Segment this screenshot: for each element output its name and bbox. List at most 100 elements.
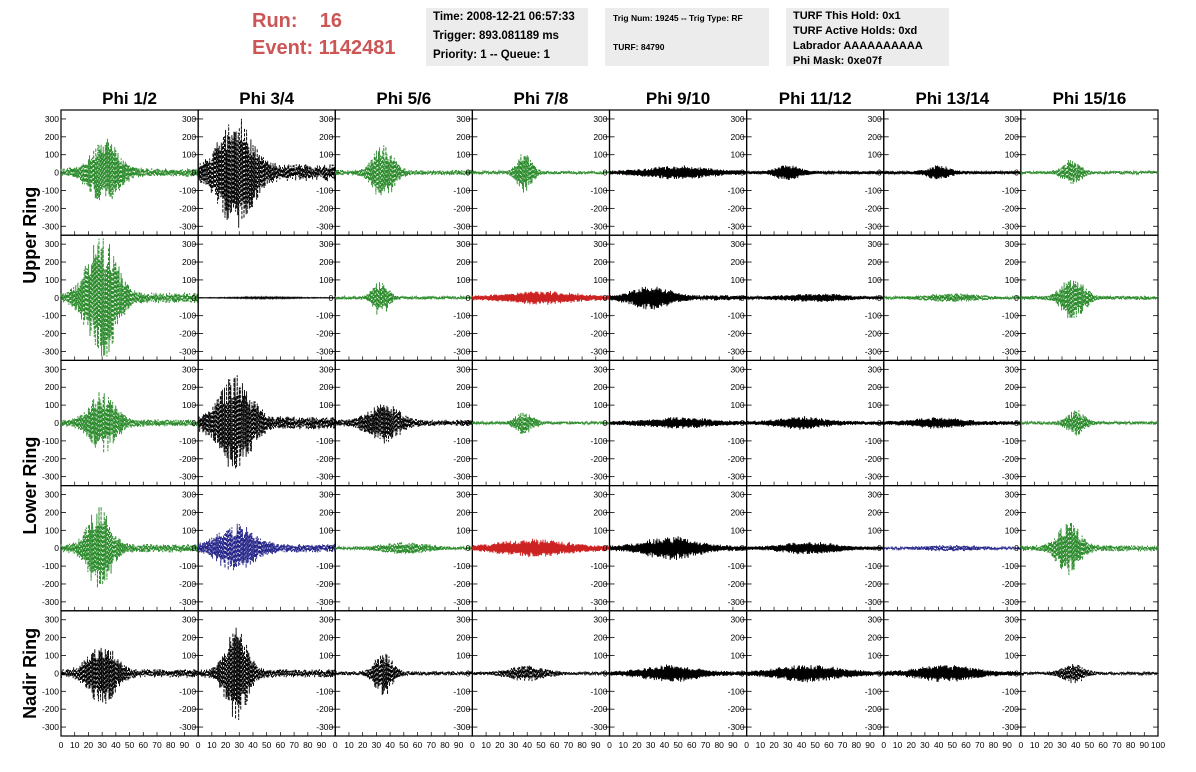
y-tick-label: -200 [316,454,333,464]
y-tick-label: -100 [590,311,607,321]
y-tick-label: 100 [1005,525,1019,535]
y-tick-label: -200 [453,203,470,213]
y-tick-label: -300 [42,597,59,607]
y-tick-label: -200 [590,704,607,714]
y-tick-label: 200 [1005,633,1019,643]
y-tick-label: 200 [593,507,607,517]
time-text: Time: 2008-12-21 06:57:33 [433,11,575,23]
y-tick-label: -200 [728,454,745,464]
y-tick-label: 0 [740,543,745,553]
y-tick-label: -200 [42,329,59,339]
y-tick-label: -100 [590,686,607,696]
y-tick-label: 300 [868,490,882,500]
y-tick-label: 100 [182,651,196,661]
x-tick-label: 60 [687,740,697,750]
y-tick-label: 0 [329,668,334,678]
y-tick-label: 200 [456,382,470,392]
x-tick-label: 50 [810,740,820,750]
y-tick-label: 200 [593,132,607,142]
y-tick-label: 100 [593,400,607,410]
x-tick-label: 30 [920,740,930,750]
waveform-r4-c5 [609,536,748,561]
y-tick-label: 100 [319,150,333,160]
x-tick-label: 50 [262,740,272,750]
y-tick-label: 200 [182,507,196,517]
y-tick-label: 100 [456,400,470,410]
x-tick-label: 50 [673,740,683,750]
y-tick-label: 0 [603,168,608,178]
y-tick-label: 100 [868,275,882,285]
y-tick-label: 200 [1005,132,1019,142]
y-tick-label: -300 [1002,722,1019,732]
column-header-5: Phi 9/10 [646,89,710,108]
y-tick-label: -100 [42,185,59,195]
y-tick-label: 300 [456,364,470,374]
waveform-r3-c3 [334,404,473,444]
y-tick-label: 0 [54,418,59,428]
x-tick-label: 0 [881,740,886,750]
y-tick-label: 200 [730,132,744,142]
y-tick-label: 300 [45,490,59,500]
x-tick-label: 70 [1112,740,1122,750]
y-tick-label: 200 [319,507,333,517]
y-tick-label: 200 [45,382,59,392]
y-tick-label: 300 [868,615,882,625]
y-tick-label: -300 [453,221,470,231]
waveform-r2-c6 [746,293,885,303]
y-tick-label: 200 [593,257,607,267]
y-tick-label: -200 [728,203,745,213]
y-tick-label: 0 [329,293,334,303]
x-tick-label: 20 [769,740,779,750]
phi-mask-text: Phi Mask: 0xe07f [793,55,882,67]
trig-num-text: Trig Num: 19245 -- Trig Type: RF [613,13,743,23]
y-tick-label: -200 [453,579,470,589]
waveform-r1-c1 [60,138,199,201]
y-tick-label: -100 [865,185,882,195]
y-tick-label: -200 [179,454,196,464]
y-tick-label: -300 [1002,346,1019,356]
x-tick-label: 60 [139,740,149,750]
y-tick-label: 300 [319,114,333,124]
x-tick-label: 60 [1098,740,1108,750]
x-tick-label: 10 [207,740,217,750]
row-label-upper-ring: Upper Ring [20,187,40,284]
y-tick-label: -200 [179,704,196,714]
waveform-r1-c6 [746,165,885,181]
y-tick-label: -100 [453,686,470,696]
waveform-r3-c8 [1020,410,1159,436]
y-tick-label: 100 [1005,150,1019,160]
y-tick-label: 300 [182,114,196,124]
turf-info-box: TURF This Hold: 0x1 TURF Active Holds: 0… [786,8,949,67]
waveform-r2-c3 [334,282,473,315]
y-tick-label: -100 [316,561,333,571]
time-info-box: Time: 2008-12-21 06:57:33 Trigger: 893.0… [426,8,588,66]
x-tick-label: 30 [646,740,656,750]
waveform-r1-c5 [609,165,748,180]
x-tick-label: 90 [1002,740,1012,750]
waveform-r5-c5 [609,664,748,682]
y-tick-label: 300 [730,364,744,374]
x-tick-label: 0 [1019,740,1024,750]
x-tick-label: 50 [399,740,409,750]
x-tick-label: 60 [276,740,286,750]
column-header-3: Phi 5/6 [376,89,431,108]
x-tick-label: 70 [701,740,711,750]
x-tick-label: 40 [248,740,258,750]
y-tick-label: -300 [728,472,745,482]
y-tick-label: -300 [865,221,882,231]
y-tick-label: -300 [590,346,607,356]
y-tick-label: 200 [319,633,333,643]
y-tick-label: 300 [1005,490,1019,500]
y-tick-label: 0 [466,418,471,428]
y-tick-label: -200 [590,329,607,339]
x-tick-label: 80 [852,740,862,750]
y-tick-label: 200 [868,257,882,267]
run-number: Run: 16 [252,10,343,32]
y-tick-label: 100 [868,525,882,535]
y-tick-label: 0 [603,418,608,428]
waveform-r4-c4 [471,538,610,558]
y-tick-label: -200 [865,454,882,464]
y-tick-label: 0 [466,668,471,678]
y-tick-label: 200 [868,132,882,142]
